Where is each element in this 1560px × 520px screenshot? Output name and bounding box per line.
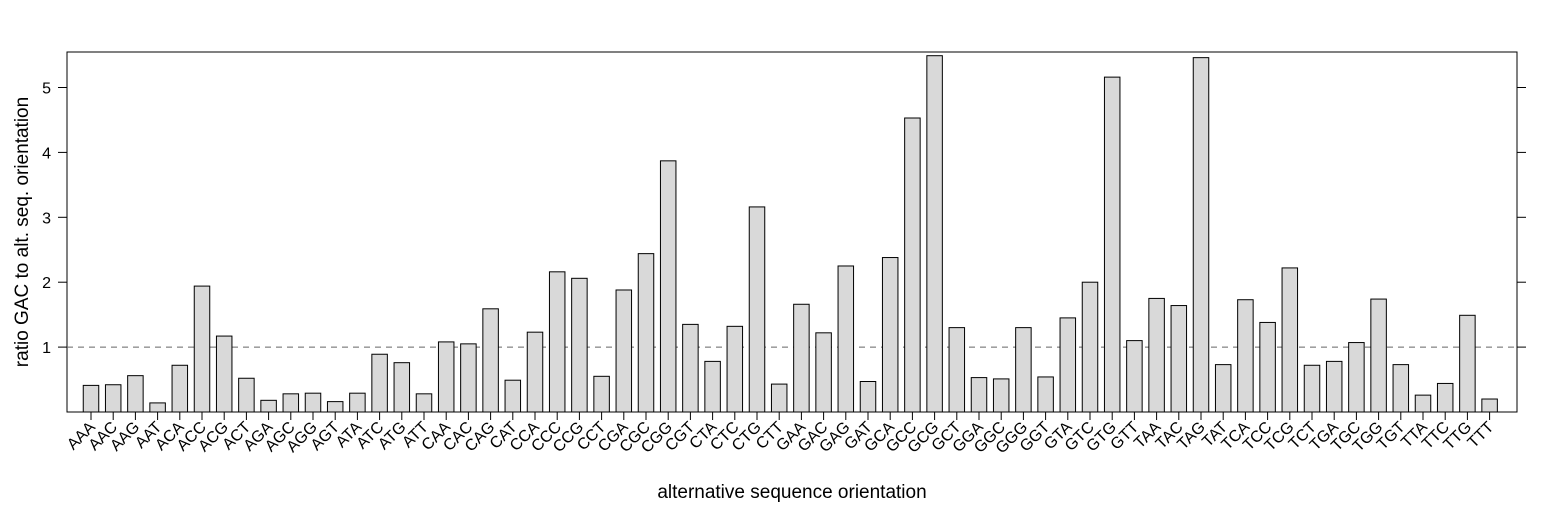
bar-tgc	[1348, 342, 1365, 413]
bar-aga	[260, 399, 277, 413]
bar-tga	[1325, 360, 1343, 413]
bar-cca	[526, 331, 544, 413]
x-axis-ticks: AAAAACAAGAATACAACCACGACTAGAAGCAGGAGTATAA…	[64, 412, 1498, 457]
bar-ctg	[748, 206, 766, 413]
bar-ata	[349, 392, 366, 413]
bar-ccg	[571, 277, 588, 413]
bar-cac	[460, 343, 477, 413]
bars-group	[82, 55, 1498, 413]
bar-cgg	[659, 160, 677, 413]
bar-gat	[859, 381, 877, 413]
plot-frame	[66, 51, 1518, 413]
bar-tca	[1237, 299, 1254, 413]
bar-cct	[593, 375, 610, 413]
bar-ttt	[1481, 398, 1498, 413]
bar-gga	[970, 377, 988, 413]
bar-aag	[127, 375, 144, 413]
bar-atg	[393, 362, 411, 413]
bar-caa	[437, 341, 455, 413]
bar-cag	[482, 308, 499, 413]
bar-gtc	[1081, 281, 1099, 413]
bar-agc	[282, 393, 300, 413]
bar-gtt	[1126, 340, 1143, 413]
bar-gca	[881, 257, 899, 413]
bar-gct	[948, 327, 966, 413]
bar-tcc	[1259, 321, 1276, 413]
bar-tct	[1303, 364, 1321, 413]
bar-acc	[193, 285, 211, 413]
bar-tat	[1214, 364, 1232, 413]
y-tick-label: 5	[42, 81, 51, 98]
bar-gcg	[926, 55, 943, 413]
bar-gtg	[1103, 76, 1121, 413]
bar-agt	[326, 401, 344, 413]
y-axis-label: ratio GAC to alt. seq. orientation	[12, 97, 33, 367]
bar-gag	[837, 265, 855, 413]
bar-agg	[304, 392, 322, 413]
bar-aat	[149, 402, 166, 413]
bar-tac	[1170, 305, 1188, 413]
bar-gcc	[904, 117, 921, 413]
bar-gac	[815, 332, 832, 413]
bar-cat	[504, 379, 522, 413]
bar-tgg	[1370, 298, 1387, 413]
y-tick-label: 4	[42, 145, 51, 162]
bar-taa	[1148, 297, 1165, 413]
bar-tgt	[1392, 364, 1410, 413]
bar-aca	[171, 364, 189, 413]
bar-gaa	[793, 303, 810, 413]
bar-ttg	[1459, 314, 1476, 413]
bar-ggt	[1037, 376, 1054, 413]
bar-ggc	[992, 378, 1010, 413]
bar-cta	[704, 360, 721, 413]
bar-cgt	[682, 323, 699, 413]
y-tick-label: 2	[42, 275, 51, 292]
bar-ctt	[770, 383, 788, 413]
bar-act	[238, 377, 255, 413]
bar-gta	[1059, 317, 1077, 413]
x-axis-label: alternative sequence orientation	[657, 482, 926, 503]
bar-atc	[371, 353, 388, 413]
y-tick-label: 3	[42, 210, 51, 227]
bar-tcg	[1281, 267, 1299, 413]
bar-ctc	[726, 325, 744, 413]
bar-tta	[1414, 394, 1432, 413]
bar-ggg	[1015, 327, 1032, 413]
bar-aaa	[82, 384, 100, 413]
bar-cga	[615, 289, 633, 413]
bar-aac	[104, 384, 122, 413]
bar-acg	[215, 335, 233, 413]
bar-cgc	[637, 253, 655, 413]
y-axis-ticks: 1 2 3 4 5	[42, 81, 1526, 357]
bar-ttc	[1436, 382, 1454, 413]
y-tick-label: 1	[42, 340, 51, 357]
x-tick-label-ttt: TTT	[1465, 419, 1498, 452]
bar-tag	[1192, 57, 1210, 413]
bar-ccc	[548, 271, 566, 413]
bar-att	[415, 393, 433, 413]
